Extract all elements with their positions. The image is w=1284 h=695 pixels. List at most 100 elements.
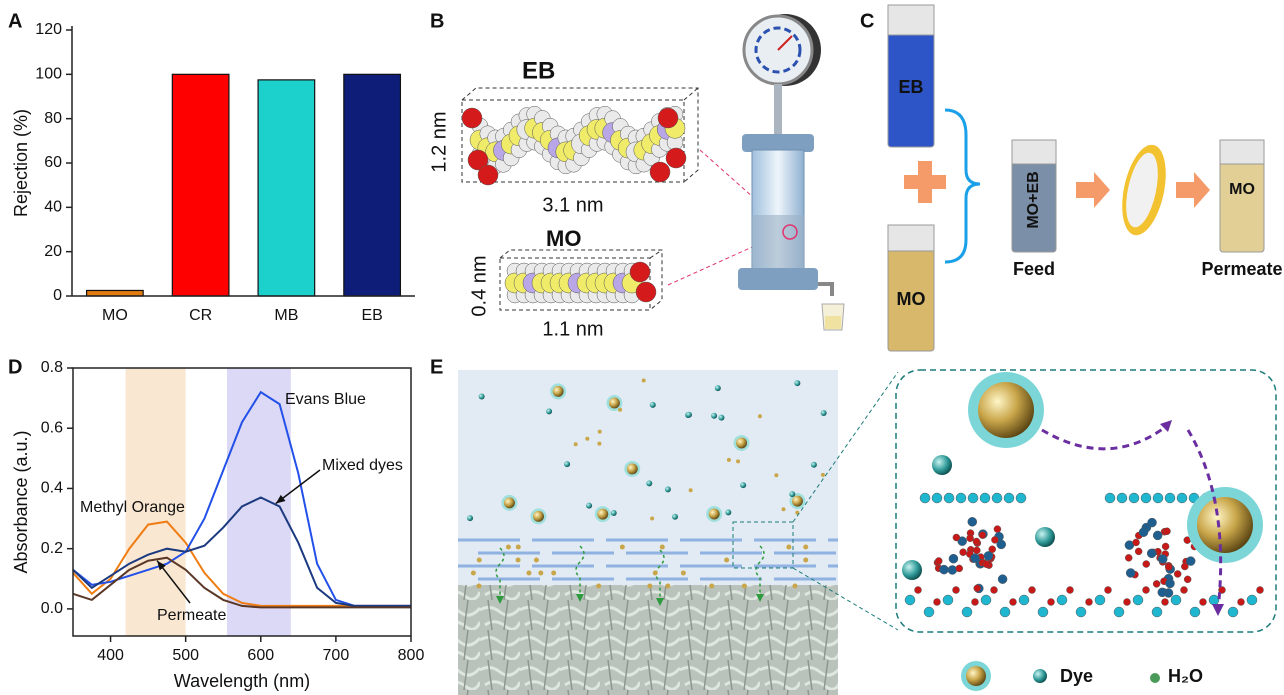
atom	[979, 532, 986, 539]
atom	[636, 282, 656, 302]
water	[689, 488, 693, 492]
panel-label: B	[430, 10, 444, 32]
cuvette-label: MO+EB	[1025, 171, 1042, 228]
atom	[1004, 493, 1014, 503]
x-tick-label: 700	[323, 647, 350, 664]
atom	[1162, 599, 1169, 606]
atom	[666, 148, 686, 168]
atom	[1016, 493, 1026, 503]
dye	[553, 386, 564, 397]
atom	[991, 587, 998, 594]
atom	[991, 536, 998, 543]
water	[546, 408, 552, 414]
atom	[1117, 493, 1127, 503]
atom	[968, 493, 978, 503]
panel-label: E	[430, 356, 443, 378]
x-tick-label: MO	[102, 307, 128, 324]
panel-b: EB 1.2 nm 3.1 nm MO 0.4 nm 1.1 nm	[428, 14, 844, 340]
atom	[1125, 554, 1132, 561]
atom	[1019, 595, 1029, 605]
arrow	[1076, 172, 1110, 208]
water	[551, 571, 556, 576]
molecule-label: MO	[546, 226, 581, 251]
water	[653, 571, 658, 576]
atom	[953, 534, 960, 541]
water	[932, 455, 952, 475]
atom	[1000, 607, 1010, 617]
atom	[1129, 493, 1139, 503]
atom	[1181, 563, 1188, 570]
molecule-mo	[505, 262, 656, 303]
atom	[1153, 580, 1160, 587]
x-tick-label: 500	[172, 647, 199, 664]
atom	[1147, 549, 1156, 558]
atom	[1143, 587, 1150, 594]
atom	[934, 599, 941, 606]
water	[598, 430, 602, 434]
cuvette-cap	[1220, 140, 1264, 164]
atom	[1038, 607, 1048, 617]
atom	[1095, 595, 1105, 605]
atom	[1165, 564, 1172, 571]
atom	[1105, 587, 1112, 594]
outlet	[818, 284, 832, 296]
water	[665, 486, 671, 492]
substrate	[458, 585, 838, 695]
brace	[945, 110, 980, 262]
panel-e: Dye H₂O	[458, 370, 1276, 695]
atom	[1165, 493, 1175, 503]
dimension: 1.1 nm	[542, 318, 603, 340]
water	[686, 412, 692, 418]
panel-c: EB MO MO+EB Feed MO Permeate	[888, 5, 1283, 351]
atom	[1162, 543, 1169, 550]
beaker-liquid	[825, 316, 841, 329]
dye	[1197, 497, 1253, 553]
atom	[953, 587, 960, 594]
atom	[924, 607, 934, 617]
water	[647, 584, 652, 589]
x-axis-title: Wavelength (nm)	[174, 671, 310, 691]
y-tick-label: 0.4	[41, 480, 63, 497]
x-tick-label: MB	[274, 307, 298, 324]
water	[811, 462, 817, 468]
atom	[981, 595, 991, 605]
water	[803, 545, 808, 550]
atom	[967, 535, 974, 542]
water	[650, 516, 654, 520]
atom	[1048, 599, 1055, 606]
water	[681, 571, 686, 576]
atom	[1153, 493, 1163, 503]
cuvette-cap	[1012, 140, 1056, 164]
cuvette-label: EB	[898, 77, 923, 97]
atom	[1153, 531, 1162, 540]
water	[477, 558, 482, 563]
molecule-label: EB	[522, 57, 555, 84]
water	[564, 461, 570, 467]
water	[506, 545, 511, 550]
liquid	[752, 215, 804, 270]
atom	[980, 493, 990, 503]
plus	[904, 161, 946, 203]
water	[586, 503, 592, 509]
atom	[932, 493, 942, 503]
atom	[478, 165, 498, 185]
atom	[905, 595, 915, 605]
atom	[1200, 599, 1207, 606]
water	[740, 482, 746, 488]
water	[516, 558, 521, 563]
atom	[973, 538, 980, 545]
atom	[915, 587, 922, 594]
water	[902, 560, 922, 580]
cuvette-cap	[888, 225, 934, 251]
x-tick-label: EB	[361, 307, 382, 324]
atom	[939, 565, 948, 574]
water	[789, 491, 795, 497]
y-axis-title: Rejection (%)	[11, 109, 31, 217]
atom	[1174, 570, 1181, 577]
water	[724, 558, 729, 563]
atom	[1171, 595, 1181, 605]
atom	[1177, 493, 1187, 503]
atom	[1163, 528, 1170, 535]
dimension: 0.4 nm	[468, 255, 490, 316]
atom	[1158, 588, 1167, 597]
